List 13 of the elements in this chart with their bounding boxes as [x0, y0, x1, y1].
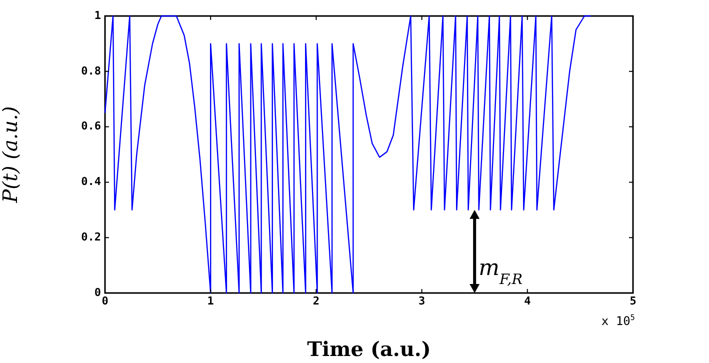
y-tick-label: 0.4 — [81, 175, 102, 188]
y-tick-label: 0.6 — [81, 120, 102, 133]
y-tick-label: 1 — [94, 8, 102, 22]
x-tick-label: 1 — [207, 294, 214, 308]
x-tick-label: 3 — [418, 294, 426, 308]
y-tick-label: 0.8 — [81, 64, 101, 78]
y-axis-title: P(t) (a.u.) — [0, 106, 22, 204]
x-axis-title: Time (a.u.) — [307, 337, 431, 362]
x-tick-label: 5 — [630, 294, 636, 308]
y-tick-label: 0.2 — [81, 230, 101, 244]
x-tick-label: 4 — [524, 294, 532, 308]
y-tick-label: 0 — [94, 286, 101, 299]
x-tick-label: 2 — [312, 294, 320, 308]
